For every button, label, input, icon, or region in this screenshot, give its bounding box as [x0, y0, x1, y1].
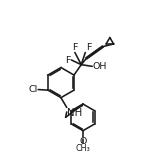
Text: F: F [65, 55, 71, 64]
Text: F: F [72, 43, 78, 52]
Text: CH₃: CH₃ [76, 144, 90, 153]
Text: F: F [86, 43, 91, 52]
Text: Cl: Cl [28, 85, 37, 94]
Text: NH: NH [67, 108, 83, 118]
Text: OH: OH [93, 62, 107, 71]
Text: O: O [79, 137, 87, 146]
